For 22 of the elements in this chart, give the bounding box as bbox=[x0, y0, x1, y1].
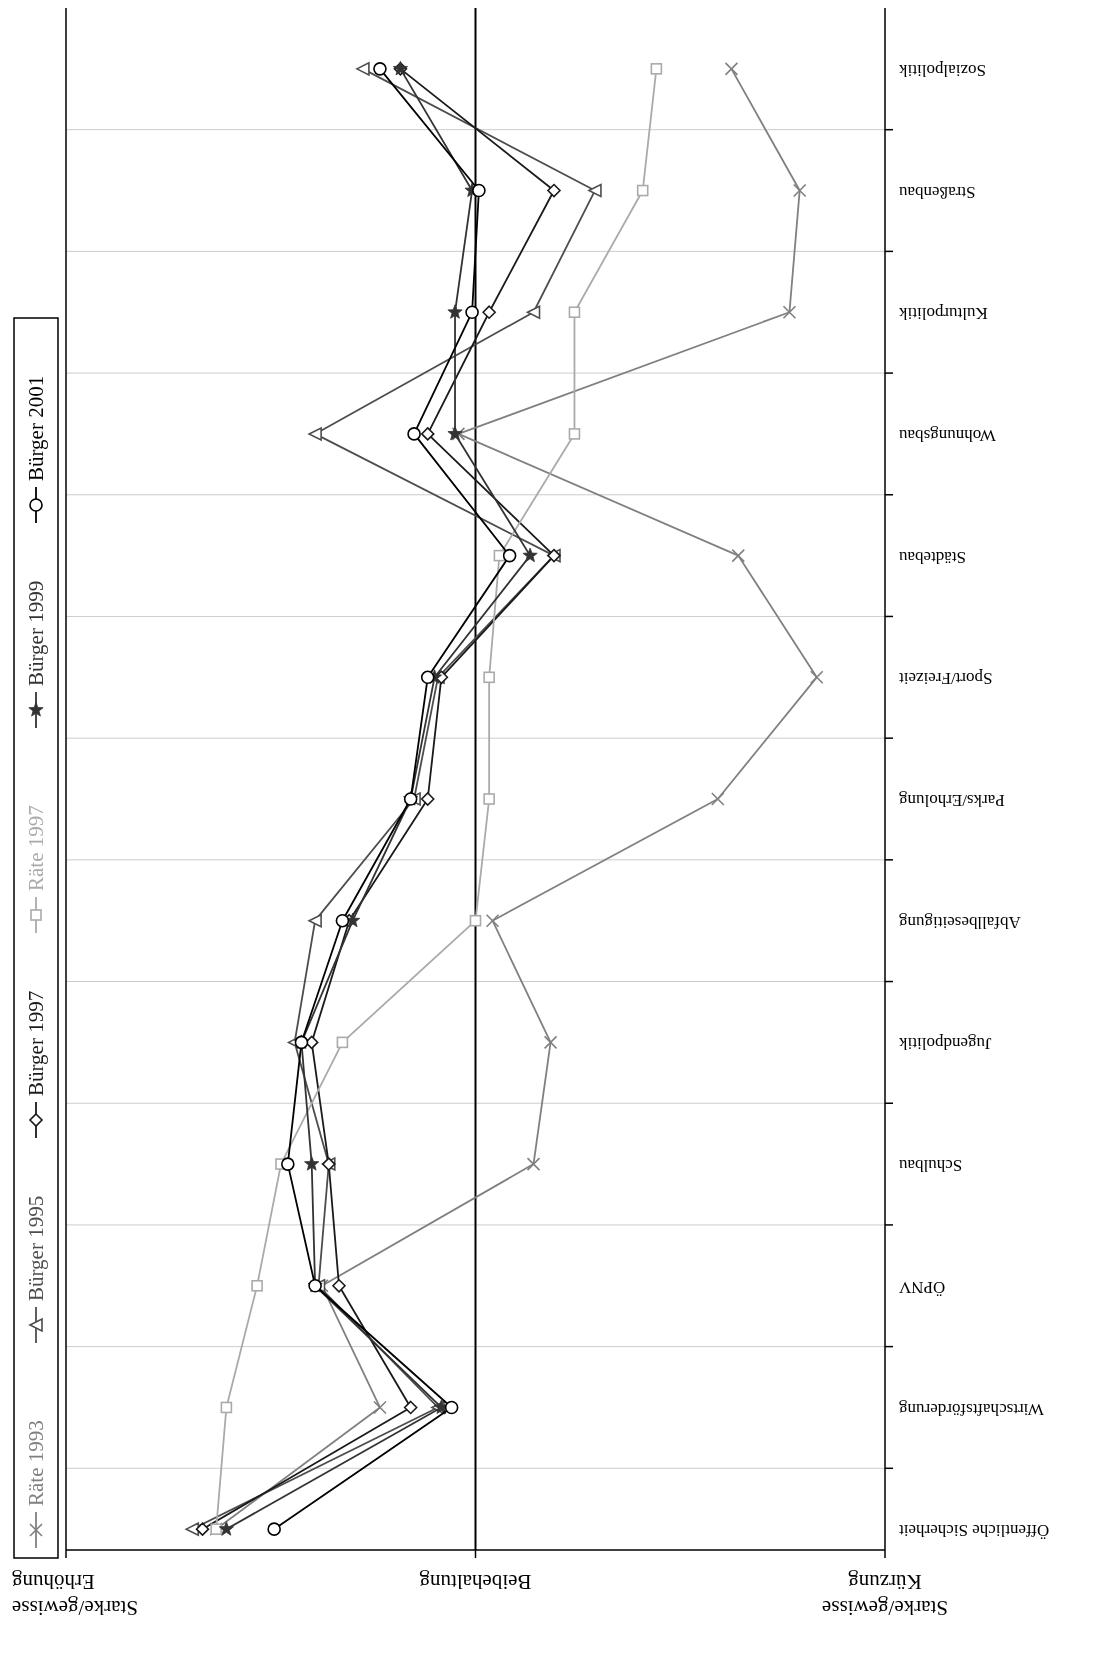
y-tick-label: Wohnungsbau bbox=[898, 426, 996, 446]
text: Beibehaltung bbox=[419, 1570, 532, 1595]
y-tick-label: Schulbau bbox=[898, 1156, 963, 1176]
text: Starke/gewisse Erhöhung bbox=[11, 1570, 138, 1621]
y-tick-label: Öffentliche Sicherheit bbox=[898, 1521, 1050, 1541]
text: Räte 1993 bbox=[24, 1420, 48, 1506]
text: Bürger 1999 bbox=[24, 580, 48, 686]
y-tick-label: Parks/Erholung bbox=[898, 791, 1005, 811]
text: Räte 1997 bbox=[24, 805, 48, 891]
y-tick-label: Abfallbeseitigung bbox=[898, 912, 1021, 932]
y-tick-label: Städtebau bbox=[898, 547, 967, 567]
y-tick-label: Jugendpolitik bbox=[898, 1034, 992, 1054]
text: Bürger 1997 bbox=[24, 990, 48, 1096]
text: Bürger 2001 bbox=[24, 375, 48, 481]
y-tick-label: Wirtschaftsförderung bbox=[898, 1399, 1044, 1419]
text: Starke/gewisse Kürzung bbox=[822, 1570, 948, 1621]
y-tick-label: ÖPNV bbox=[898, 1277, 946, 1297]
text: Bürger 1995 bbox=[24, 1195, 48, 1301]
y-tick-label: Sport/Freizeit bbox=[898, 669, 993, 689]
y-tick-label: Sozialpolitik bbox=[898, 60, 986, 80]
y-tick-label: Straßenbau bbox=[898, 182, 976, 202]
y-tick-label: Kulturpolitik bbox=[898, 304, 988, 324]
